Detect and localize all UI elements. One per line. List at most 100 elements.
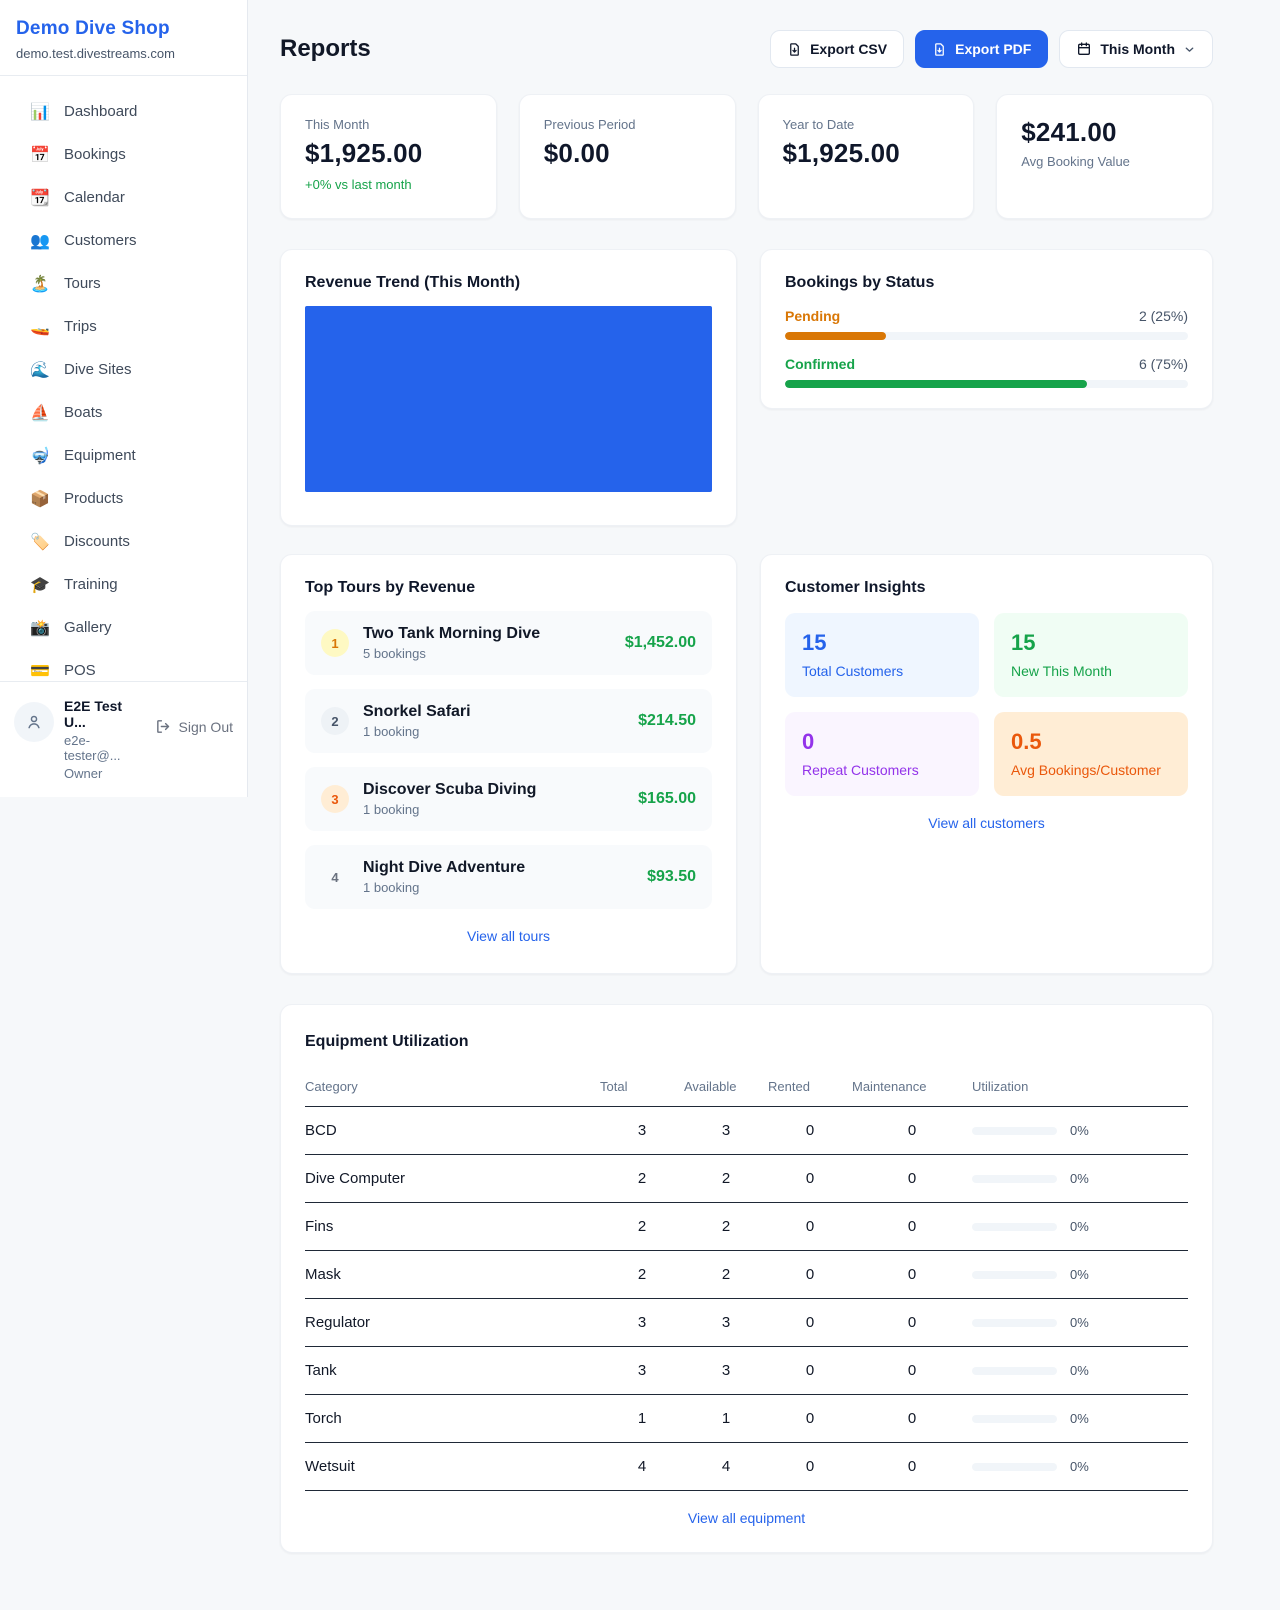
tour-name: Two Tank Morning Dive — [363, 625, 541, 642]
sidebar-item-label: Discounts — [64, 533, 130, 550]
column-header-utilization: Utilization — [972, 1069, 1188, 1107]
sidebar-item-label: Boats — [64, 404, 103, 421]
sidebar-item-products[interactable]: 📦 Products — [0, 477, 247, 520]
period-dropdown[interactable]: This Month — [1059, 30, 1213, 68]
cell-category: Torch — [305, 1394, 600, 1443]
stat-delta: +0% vs last month — [305, 177, 412, 192]
insight-value: 0 — [802, 729, 815, 754]
status-value: 2 (25%) — [1138, 308, 1188, 324]
view-all-tours-link[interactable]: View all tours — [466, 928, 550, 944]
sidebar-item-discounts[interactable]: 🏷️ Discounts — [0, 520, 247, 563]
brand: Demo Dive Shop demo.test.divestreams.com — [0, 0, 247, 76]
status-bar-fill — [785, 332, 886, 340]
sidebar-item-dashboard[interactable]: 📊 Dashboard — [0, 90, 247, 133]
wave-icon: 🌊 — [30, 361, 50, 379]
cell-maintenance: 0 — [852, 1442, 972, 1491]
stat-card-this-month: This Month $1,925.00 +0% vs last month — [280, 94, 497, 219]
period-label: This Month — [1100, 41, 1175, 57]
shop-domain: demo.test.divestreams.com — [16, 46, 175, 61]
utilization-bar — [972, 1174, 1057, 1183]
column-header-available: Available — [684, 1069, 768, 1107]
tour-name: Snorkel Safari — [363, 703, 471, 720]
sidebar-item-dive-sites[interactable]: 🌊 Dive Sites — [0, 348, 247, 391]
export-csv-button[interactable]: Export CSV — [770, 30, 905, 68]
cell-rented: 0 — [768, 1154, 852, 1203]
tour-bookings: 1 booking — [363, 802, 420, 817]
list-item[interactable]: 3 Discover Scuba Diving 1 booking $165.0… — [305, 767, 712, 831]
user-box: E2E Test U... e2e-tester@... Owner Sign … — [0, 681, 247, 797]
people-icon: 👥 — [30, 232, 50, 250]
insight-tile-new-this-month: 15 New This Month — [994, 613, 1188, 697]
tour-amount: $1,452.00 — [624, 634, 696, 651]
rank-badge: 2 — [321, 707, 349, 735]
column-header-maintenance: Maintenance — [852, 1069, 972, 1107]
user-email: e2e-tester@... — [64, 733, 121, 763]
insight-value: 15 — [1011, 630, 1036, 655]
status-label: Confirmed — [785, 356, 855, 372]
insight-label: Avg Bookings/Customer — [1011, 762, 1161, 778]
sailboat-icon: ⛵ — [30, 404, 50, 422]
cell-utilization: 0% — [1070, 1123, 1089, 1138]
cell-utilization: 0% — [1070, 1459, 1089, 1474]
status-row-confirmed: Confirmed 6 (75%) — [785, 356, 1188, 388]
sidebar-item-trips[interactable]: 🚤 Trips — [0, 305, 247, 348]
list-item[interactable]: 4 Night Dive Adventure 1 booking $93.50 — [305, 845, 712, 909]
sidebar-item-bookings[interactable]: 📅 Bookings — [0, 133, 247, 176]
chevron-down-icon — [1185, 46, 1194, 52]
sidebar-item-customers[interactable]: 👥 Customers — [0, 219, 247, 262]
sidebar-item-label: Bookings — [64, 146, 126, 163]
equipment-table: Category Total Available Rented Maintena… — [305, 1069, 1188, 1491]
table-row: Dive Computer 2 2 0 0 0% — [305, 1154, 1188, 1203]
cell-category: Wetsuit — [305, 1442, 600, 1491]
stats-row: This Month $1,925.00 +0% vs last month P… — [280, 94, 1213, 219]
utilization-bar — [972, 1414, 1057, 1423]
status-bar-track — [785, 332, 1188, 340]
sidebar-item-boats[interactable]: ⛵ Boats — [0, 391, 247, 434]
sign-out-button[interactable]: Sign Out — [155, 718, 233, 735]
list-item[interactable]: 1 Two Tank Morning Dive 5 bookings $1,45… — [305, 611, 712, 675]
sidebar-item-tours[interactable]: 🏝️ Tours — [0, 262, 247, 305]
table-row: Fins 2 2 0 0 0% — [305, 1202, 1188, 1251]
sidebar-item-pos[interactable]: 💳 POS — [0, 649, 247, 681]
export-pdf-button[interactable]: Export PDF — [915, 30, 1049, 68]
sidebar-item-training[interactable]: 🎓 Training — [0, 563, 247, 606]
stat-card-year-to-date: Year to Date $1,925.00 — [757, 94, 975, 219]
status-label: Pending — [785, 308, 841, 324]
tour-amount: $165.00 — [638, 790, 696, 807]
cell-category: Dive Computer — [305, 1154, 600, 1203]
logout-icon — [156, 720, 169, 733]
tour-amount: $93.50 — [647, 868, 696, 885]
stat-label: This Month — [305, 117, 370, 132]
cell-available: 3 — [684, 1298, 768, 1347]
cell-total: 3 — [600, 1346, 684, 1395]
cell-available: 3 — [684, 1106, 768, 1155]
utilization-bar — [972, 1222, 1057, 1231]
tour-bookings: 5 bookings — [363, 646, 426, 661]
insight-label: Total Customers — [802, 663, 904, 679]
table-row: BCD 3 3 0 0 0% — [305, 1106, 1188, 1155]
cell-category: Regulator — [305, 1298, 600, 1347]
camera-icon: 📸 — [30, 619, 50, 637]
view-all-customers-link[interactable]: View all customers — [928, 815, 1045, 831]
revenue-trend-title: Revenue Trend (This Month) — [305, 274, 521, 291]
status-value: 6 (75%) — [1138, 356, 1188, 372]
sidebar-item-label: Equipment — [64, 447, 136, 464]
cell-category: BCD — [305, 1106, 600, 1155]
cell-available: 2 — [684, 1202, 768, 1251]
column-header-total: Total — [600, 1069, 684, 1107]
sidebar-item-gallery[interactable]: 📸 Gallery — [0, 606, 247, 649]
cell-category: Fins — [305, 1202, 600, 1251]
view-all-equipment-link[interactable]: View all equipment — [687, 1510, 806, 1526]
sidebar-item-equipment[interactable]: 🤿 Equipment — [0, 434, 247, 477]
tour-bookings: 1 booking — [363, 880, 420, 895]
insight-value: 0.5 — [1011, 729, 1042, 754]
top-tours-title: Top Tours by Revenue — [305, 579, 476, 596]
sidebar-item-calendar[interactable]: 📆 Calendar — [0, 176, 247, 219]
cell-utilization: 0% — [1070, 1267, 1089, 1282]
cell-total: 2 — [600, 1250, 684, 1299]
table-row: Tank 3 3 0 0 0% — [305, 1346, 1188, 1395]
column-header-rented: Rented — [768, 1069, 852, 1107]
table-row: Mask 2 2 0 0 0% — [305, 1250, 1188, 1299]
list-item[interactable]: 2 Snorkel Safari 1 booking $214.50 — [305, 689, 712, 753]
tour-name: Night Dive Adventure — [363, 859, 526, 876]
